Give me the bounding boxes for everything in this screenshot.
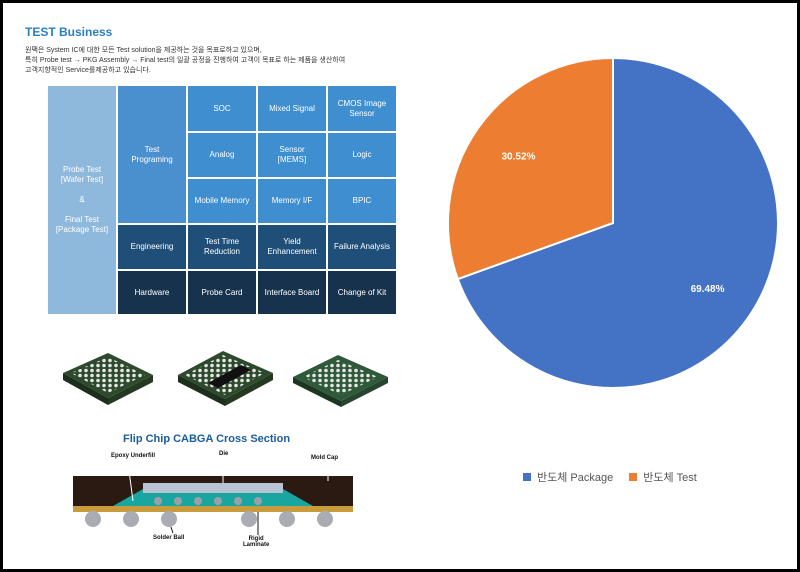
solder-ball-label: Solder Ball: [153, 535, 185, 541]
cross-section-diagram: [73, 461, 353, 535]
desc-line-1: 원팩은 System IC에 대한 모든 Test solution을 제공하는…: [25, 47, 262, 54]
grid-cell-mobile-memory: Mobile Memory: [188, 179, 256, 223]
epoxy-underfill-label: Epoxy Underfill: [111, 453, 156, 459]
grid-cell-mixed-signal: Mixed Signal: [258, 86, 326, 131]
test-programing-block: Test Programing: [118, 86, 186, 223]
chart-legend: 반도체 Package 반도체 Test: [523, 469, 697, 485]
engineering-cell: Engineering: [118, 225, 186, 269]
cross-section-title: Flip Chip CABGA Cross Section: [123, 433, 291, 445]
pie-chart: 69.48% 30.52%: [447, 56, 779, 389]
legend-swatch-package: [523, 473, 531, 481]
legend-label-package: 반도체 Package: [537, 472, 614, 484]
probe-card-cell: Probe Card: [188, 271, 256, 314]
interface-board-cell: Interface Board: [258, 271, 326, 314]
grid-cell-logic: Logic: [328, 133, 396, 177]
probe-final-test-block: Probe Test [Wafer Test] & Final Test [Pa…: [48, 86, 116, 314]
pie-slice-1: [447, 56, 614, 281]
package-photos: [63, 351, 388, 407]
legend-item-test: 반도체 Test: [629, 469, 697, 485]
legend-item-package: 반도체 Package: [523, 469, 613, 485]
grid-cell-soc: SOC: [188, 86, 256, 131]
package-image-1: [63, 353, 153, 405]
grid-cell-bpic: BPIC: [328, 179, 396, 223]
rigid-laminate-label: Rigid Laminate: [243, 536, 270, 548]
die-label: Die: [219, 451, 229, 457]
change-of-kit-cell: Change of Kit: [328, 271, 396, 314]
legend-swatch-test: [629, 473, 638, 481]
failure-analysis-cell: Failure Analysis: [328, 225, 396, 269]
yield-enhancement-cell: Yield Enhancement: [258, 225, 326, 269]
grid-cell-memory-if: Memory I/F: [258, 179, 326, 223]
pie-slice-label-1: 30.52%: [502, 151, 536, 162]
desc-line-2: 특히 Probe test → PKG Assembly → Final tes…: [25, 57, 346, 64]
test-time-reduction-cell: Test Time Reduction: [188, 225, 256, 269]
mold-cap-label: Mold Cap: [311, 455, 338, 461]
grid-cell-cmos: CMOS Image Sensor: [328, 86, 396, 131]
grid-cell-analog: Analog: [188, 133, 256, 177]
legend-label-test: 반도체 Test: [643, 472, 697, 484]
grid-cell-sensor: Sensor [MEMS]: [258, 133, 326, 177]
hardware-cell: Hardware: [118, 271, 186, 314]
package-image-3: [293, 355, 388, 407]
pie-slice-label-0: 69.48%: [691, 284, 725, 295]
desc-line-3: 고객지향적인 Service를제공하고 있습니다.: [25, 67, 151, 74]
package-image-2: [178, 351, 273, 406]
business-title: TEST Business: [25, 25, 113, 39]
pie-slice-0: [456, 56, 779, 389]
